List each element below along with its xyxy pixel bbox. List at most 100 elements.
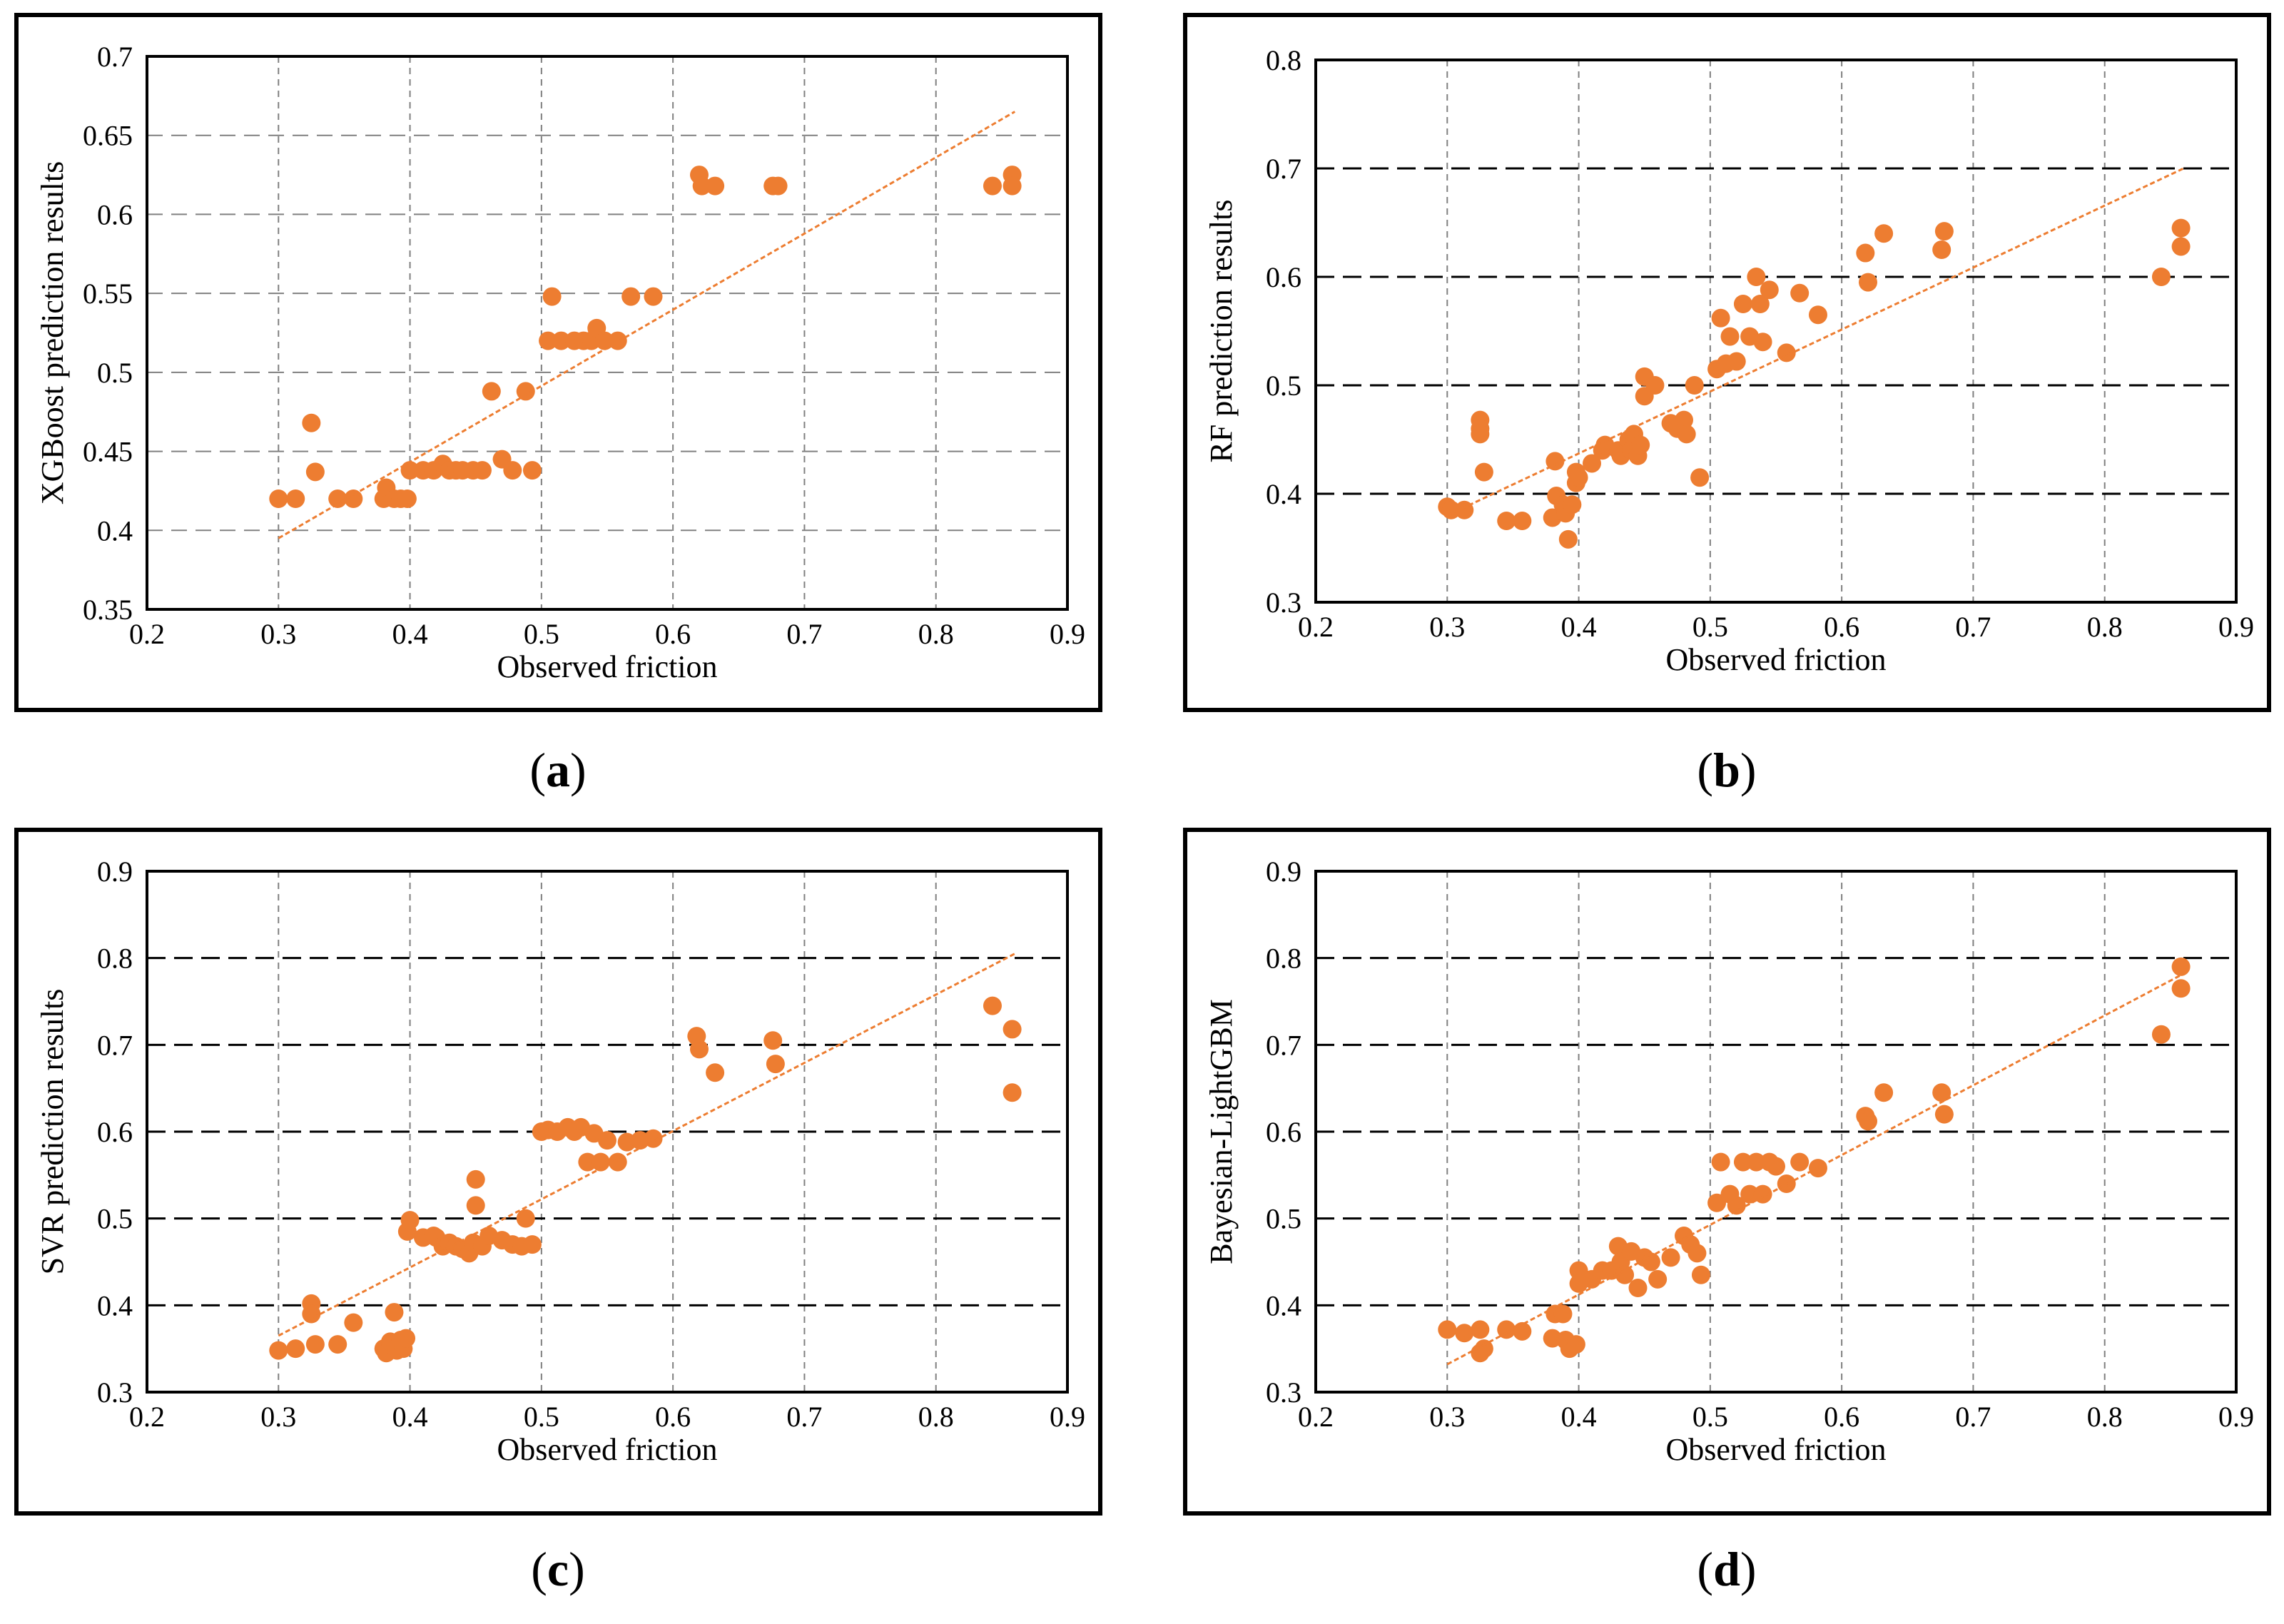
y-tick-label: 0.3 (1266, 587, 1301, 619)
y-tick-label: 0.7 (1266, 1029, 1301, 1061)
data-point (472, 461, 492, 480)
data-point (1513, 512, 1532, 530)
data-point (1455, 1324, 1474, 1343)
data-point (1711, 308, 1730, 328)
data-point (1675, 410, 1693, 430)
data-point (1727, 352, 1746, 371)
data-point (1932, 1083, 1951, 1102)
data-point (1569, 1261, 1588, 1280)
y-tick-label: 0.5 (97, 357, 133, 389)
data-point (1690, 468, 1710, 487)
data-point (644, 1129, 663, 1148)
data-point (1859, 1112, 1877, 1131)
data-point (706, 1063, 725, 1082)
data-point (1583, 454, 1601, 473)
x-tick-label: 0.2 (1298, 611, 1334, 643)
data-point (1777, 1174, 1796, 1193)
x-tick-label: 0.6 (1824, 611, 1859, 643)
data-point (344, 489, 363, 508)
caption-c: (c) (531, 1542, 585, 1596)
data-point (1474, 462, 1493, 482)
data-point (1750, 295, 1770, 313)
data-point (983, 176, 1002, 196)
data-point (692, 176, 711, 196)
data-point (1747, 1152, 1766, 1172)
x-tick-label: 0.2 (129, 618, 165, 650)
x-tick-label: 0.8 (918, 1401, 954, 1433)
data-point (1648, 1269, 1668, 1289)
data-point (1874, 224, 1894, 243)
x-tick-label: 0.9 (1050, 618, 1085, 650)
data-point (578, 1152, 597, 1172)
data-point (2171, 979, 2191, 998)
data-point (1471, 425, 1490, 444)
data-point (1003, 1083, 1022, 1102)
data-point (690, 1040, 709, 1059)
data-point (305, 462, 325, 482)
data-point (516, 1209, 535, 1228)
data-point (1856, 243, 1875, 263)
y-tick-label: 0.7 (1266, 153, 1301, 185)
data-point (328, 489, 347, 508)
chart-panel-a: 0.2 0.3 0.4 0.5 0.6 0.7 0.8 0.9 0.35 0.4 0.45 0.5 0.… (14, 13, 1102, 712)
caption-b: (b) (1697, 743, 1757, 797)
data-point (706, 176, 725, 196)
scatter-chart-a: 0.2 0.3 0.4 0.5 0.6 0.7 0.8 0.9 0.35 0.4 0.45 0.5 0.… (35, 41, 1085, 684)
x-tick-label: 0.6 (655, 1401, 691, 1433)
y-tick-label: 0.5 (1266, 1203, 1301, 1235)
data-point (1753, 333, 1772, 352)
x-tick-label: 0.7 (786, 1401, 822, 1433)
data-point (1874, 1083, 1894, 1102)
x-axis-label: Observed friction (497, 1432, 717, 1467)
data-point (286, 1339, 305, 1359)
data-point (503, 461, 522, 480)
x-tick-label: 0.4 (1561, 1401, 1597, 1433)
data-point (1808, 305, 1827, 325)
data-point (1563, 495, 1582, 514)
data-point (1641, 1252, 1660, 1272)
data-point (591, 1152, 610, 1172)
data-point (1441, 500, 1461, 519)
data-point (2171, 957, 2191, 976)
data-point (302, 413, 321, 432)
data-point (768, 176, 788, 196)
scatter-chart-d: 0.2 0.3 0.4 0.5 0.6 0.7 0.8 0.90.30.40.50.60.70… (1204, 856, 2254, 1467)
data-point (598, 1131, 616, 1150)
x-tick-label: 0.8 (2087, 1401, 2123, 1433)
data-point (552, 331, 571, 350)
y-tick-label: 0.9 (1266, 856, 1301, 888)
x-tick-label: 0.9 (2218, 1401, 2254, 1433)
data-point (328, 1335, 347, 1354)
data-point (1727, 1196, 1746, 1215)
y-tick-label: 0.7 (97, 41, 133, 73)
x-tick-label: 0.4 (1561, 611, 1597, 643)
data-point (1645, 376, 1665, 395)
data-point (1859, 273, 1877, 292)
x-tick-label: 0.9 (1050, 1401, 1085, 1433)
x-tick-label: 0.6 (655, 618, 691, 650)
data-point (2171, 237, 2191, 256)
chart-panel-b: 0.2 0.3 0.4 0.5 0.6 0.7 0.8 0.9 0.3 0.4 0.5 0.6 0.7 0… (1183, 13, 2271, 712)
y-tick-label: 0.6 (1266, 1116, 1301, 1148)
plot-area-border (146, 55, 1069, 611)
data-point (1677, 425, 1696, 444)
caption-a: (a) (529, 743, 587, 797)
chart-panel-c: 0.2 0.3 0.4 0.5 0.6 0.7 0.8 0.9 0.3 0.4 0.5 0.6 0.7 0… (14, 828, 1102, 1516)
x-tick-label: 0.2 (1298, 1401, 1334, 1433)
y-tick-label: 0.6 (97, 1116, 133, 1148)
y-axis-label: RF prediction results (1204, 199, 1239, 462)
x-axis-label: Observed friction (497, 649, 717, 684)
x-axis-label: Observed friction (1665, 1432, 1886, 1467)
y-tick-label: 0.4 (97, 1289, 133, 1321)
data-point (1934, 222, 1954, 241)
y-tick-label: 0.3 (97, 1376, 133, 1409)
data-point (1740, 1184, 1760, 1204)
data-point (1733, 295, 1752, 313)
caption-d: (d) (1697, 1542, 1757, 1596)
y-tick-label: 0.7 (97, 1029, 133, 1061)
data-point (1003, 1020, 1022, 1039)
data-point (1615, 1265, 1635, 1284)
x-tick-label: 0.4 (392, 618, 428, 650)
data-point (1753, 1184, 1772, 1204)
data-point (1932, 240, 1951, 259)
